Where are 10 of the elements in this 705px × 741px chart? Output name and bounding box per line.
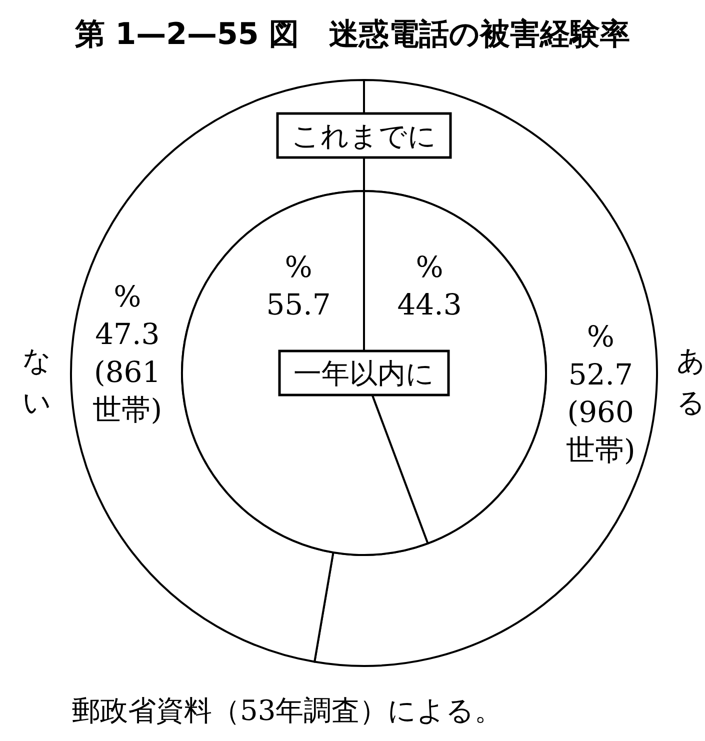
- slice-label: これまでに: [292, 120, 436, 152]
- slice-label: 一年以内に: [294, 357, 434, 390]
- slice-label: ある: [676, 344, 705, 419]
- data-label: % 44.3: [397, 250, 462, 322]
- data-label: % 47.3 (861 世帯): [92, 279, 162, 427]
- data-label: % 55.7: [266, 250, 331, 322]
- data-label: % 52.7 (960 世帯): [566, 320, 636, 467]
- chart-title: 第 1—2—55 図 迷惑電話の被害経験率: [74, 17, 630, 52]
- slice-label: ない: [22, 344, 52, 419]
- text: 郵政省資料（53年調査）による。: [72, 694, 503, 727]
